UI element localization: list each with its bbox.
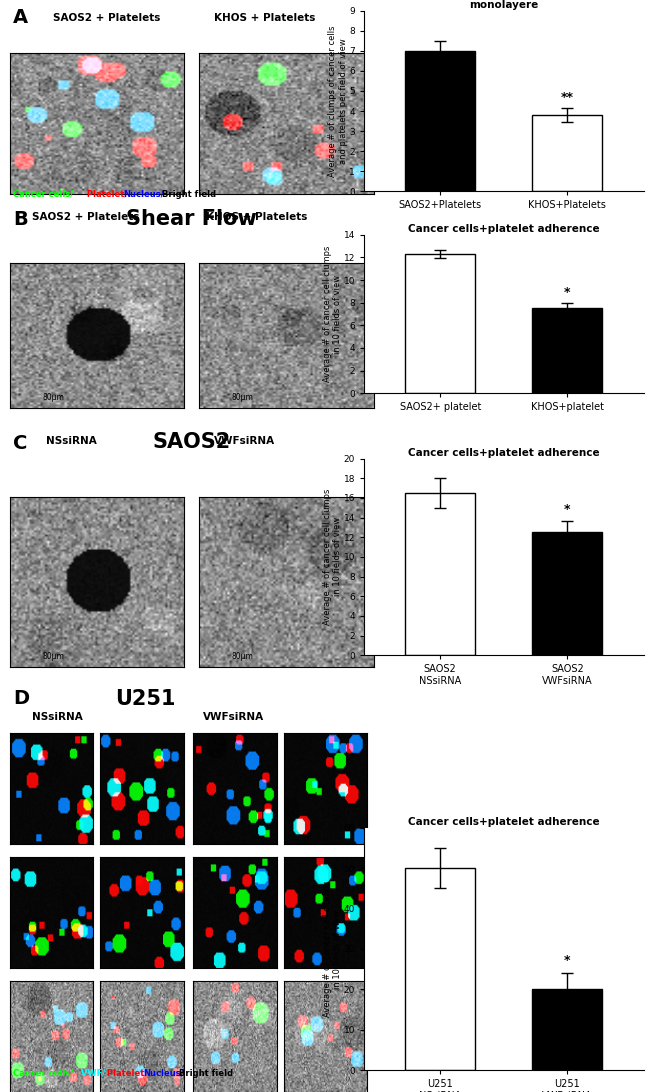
Text: NSsiRNA: NSsiRNA [32,712,83,722]
Text: Platelet/: Platelet/ [84,190,128,199]
Y-axis label: Average # of cancer cell clumps
in 10 fields of view: Average # of cancer cell clumps in 10 fi… [322,489,342,625]
Text: 80μm: 80μm [42,652,64,661]
Text: Cancer cells/: Cancer cells/ [13,1069,73,1078]
Bar [406,51,475,191]
Text: A: A [13,8,28,26]
Y-axis label: Average # of clumps of cancer cells
and platelets per field of view: Average # of clumps of cancer cells and … [328,25,348,177]
Text: Shear Flow: Shear Flow [126,209,257,228]
Text: 80μm: 80μm [42,393,64,402]
Text: B: B [13,210,28,228]
Bar [406,494,475,655]
Text: VWF/: VWF/ [78,1069,105,1078]
Text: NSsiRNA: NSsiRNA [46,437,97,447]
Text: **: ** [561,91,574,104]
Title: Cancer cells+platelet adherence: Cancer cells+platelet adherence [408,448,599,458]
Text: 80μm: 80μm [232,652,254,661]
Y-axis label: Average # of cancer cell clumps
in 10 fields of view: Average # of cancer cell clumps in 10 fi… [322,881,342,1017]
Bar [406,254,475,393]
Bar [532,308,602,393]
Bar [532,115,602,191]
Text: Platelet/: Platelet/ [104,1069,148,1078]
Text: SAOS2 + Platelets: SAOS2 + Platelets [32,212,139,222]
Text: U251: U251 [116,689,176,709]
Text: KHOS + Platelets: KHOS + Platelets [214,13,315,23]
Text: 80μm: 80μm [232,393,254,402]
Text: *: * [564,286,571,299]
Text: Cancer cells/: Cancer cells/ [13,190,73,199]
Text: D: D [13,689,29,708]
Title: Cancer cells+platelet adherence: Cancer cells+platelet adherence [408,224,599,234]
Text: Nucleus/: Nucleus/ [124,190,164,199]
Bar [532,533,602,655]
Text: *: * [564,954,571,968]
Text: KHOS + Platelets: KHOS + Platelets [206,212,307,222]
Text: SAOS2 + Platelets: SAOS2 + Platelets [53,13,161,23]
Y-axis label: Average # of cancer cell clumps
in 10 fields of view: Average # of cancer cell clumps in 10 fi… [322,246,342,382]
Text: SAOS2: SAOS2 [153,432,231,452]
Text: C: C [13,434,27,452]
Bar [406,868,475,1070]
Bar [532,989,602,1070]
Title: Cancer cells+platlets adhesion to EC
monolayere: Cancer cells+platlets adhesion to EC mon… [396,0,612,10]
Text: VWFsiRNA: VWFsiRNA [214,437,275,447]
Text: Bright field: Bright field [179,1069,233,1078]
Text: VWFsiRNA: VWFsiRNA [203,712,264,722]
Text: *: * [564,502,571,515]
Title: Cancer cells+platelet adherence: Cancer cells+platelet adherence [408,817,599,827]
Text: Bright field: Bright field [162,190,216,199]
Text: Nucleus/: Nucleus/ [143,1069,183,1078]
